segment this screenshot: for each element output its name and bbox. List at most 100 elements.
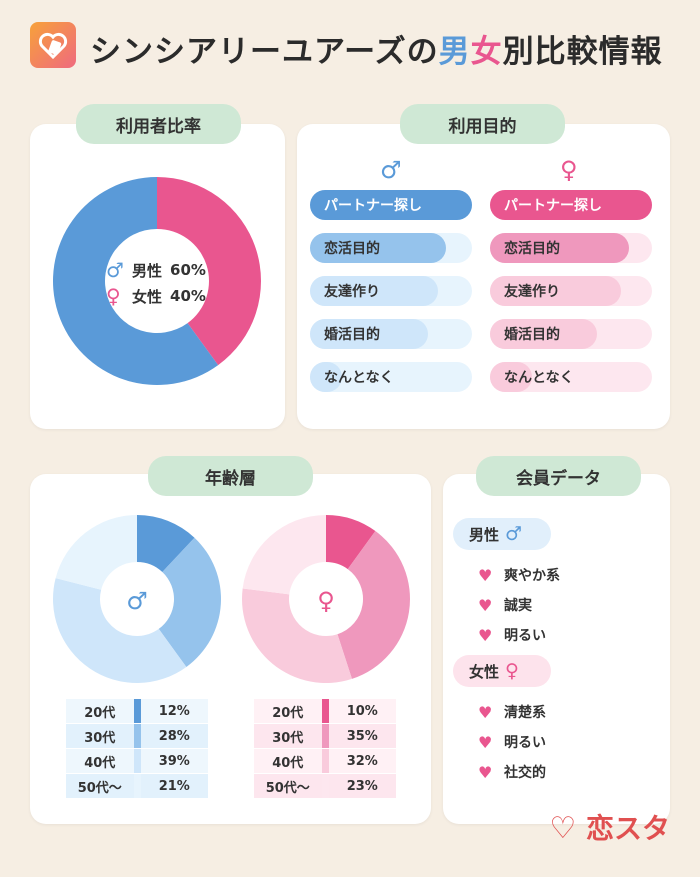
age-female-slice-40s bbox=[242, 588, 352, 683]
purpose-female-bar-label: 婚活目的 bbox=[504, 327, 560, 343]
legend-female: ♀ 女性 40% bbox=[106, 284, 206, 308]
purpose-female-bar-label: パートナー探し bbox=[504, 198, 602, 214]
ratio-legend: ♂ 男性 60% ♀ 女性 40% bbox=[106, 257, 226, 309]
purpose-male-bar-fill bbox=[310, 276, 438, 306]
legend-swatch bbox=[133, 699, 141, 723]
age-male-slice-30s bbox=[158, 537, 221, 667]
age-value: 23% bbox=[346, 778, 378, 794]
heart-icon: ♥ bbox=[478, 595, 493, 615]
age-label: 50代〜 bbox=[77, 780, 122, 796]
purpose-male-bar: なんとなく bbox=[310, 362, 472, 392]
age-female-slice-20s bbox=[326, 515, 376, 570]
heart-icon: ♥ bbox=[478, 625, 493, 645]
list-item: ♥ 清楚系 bbox=[478, 697, 658, 727]
purpose-female-bar: 友達作り bbox=[490, 276, 652, 306]
heart-icon: ♥ bbox=[478, 702, 493, 722]
age-label: 30代 bbox=[84, 730, 116, 746]
table-row: 20代 12% bbox=[66, 699, 208, 723]
list-item: ♥ 社交的 bbox=[478, 757, 658, 787]
brand-logo: ♡ 恋スタ bbox=[549, 811, 670, 846]
purpose-female-bar-label: 恋活目的 bbox=[504, 241, 560, 257]
purpose-male-bar-label: パートナー探し bbox=[324, 198, 422, 214]
purpose-male-bar-fill bbox=[310, 319, 429, 349]
ratio-slice-male bbox=[52, 177, 219, 385]
age-female-donut: ♀ bbox=[242, 515, 410, 683]
purpose-female-bar-fill bbox=[490, 362, 533, 392]
male-symbol-icon: ♂ bbox=[505, 523, 523, 545]
male-symbol-icon: ♂ bbox=[380, 156, 402, 184]
age-value: 28% bbox=[158, 728, 190, 744]
legend-swatch bbox=[321, 724, 329, 748]
ratio-slice-female bbox=[157, 177, 261, 366]
purpose-male-bar-label: 恋活目的 bbox=[324, 241, 380, 257]
app-logo bbox=[30, 22, 76, 68]
age-label: 20代 bbox=[272, 705, 304, 721]
female-symbol-icon: ♀ bbox=[317, 587, 335, 615]
purpose-male-bar-fill bbox=[310, 233, 447, 263]
purpose-male-bar: 友達作り bbox=[310, 276, 472, 306]
table-row: 40代 32% bbox=[254, 749, 396, 773]
legend-swatch bbox=[321, 774, 329, 798]
age-value: 12% bbox=[158, 703, 190, 719]
purpose-male-bars: パートナー探し 恋活目的友達作り婚活目的なんとなく bbox=[310, 190, 472, 392]
purpose-female-bar-label: 友達作り bbox=[504, 284, 560, 300]
members-female-head: 女性 ♀ bbox=[453, 655, 551, 687]
purpose-female-bar: 婚活目的 bbox=[490, 319, 652, 349]
purpose-female-bar: パートナー探し bbox=[490, 190, 652, 220]
female-symbol-icon: ♀ bbox=[106, 284, 121, 308]
list-item: ♥ 爽やか系 bbox=[478, 560, 658, 590]
list-item: ♥ 明るい bbox=[478, 620, 658, 650]
table-row: 50代〜 21% bbox=[66, 774, 208, 798]
purpose-male-bar-label: 婚活目的 bbox=[324, 327, 380, 343]
heart-icon: ♥ bbox=[478, 565, 493, 585]
heart-icon: ♥ bbox=[478, 732, 493, 752]
age-male-slice-40s bbox=[52, 578, 187, 683]
purpose-male-bar-fill bbox=[310, 190, 472, 220]
age-value: 32% bbox=[346, 753, 378, 769]
legend-swatch bbox=[321, 749, 329, 773]
age-male-donut: ♂ bbox=[52, 515, 221, 683]
table-row: 30代 28% bbox=[66, 724, 208, 748]
age-male-table: 20代 12% 30代 28% 40代 39% 50代〜 21% bbox=[66, 699, 208, 799]
male-symbol-icon: ♂ bbox=[126, 587, 148, 615]
member-trait: 清楚系 bbox=[504, 705, 546, 721]
purpose-male-bar-label: 友達作り bbox=[324, 284, 380, 300]
member-trait: 明るい bbox=[504, 628, 546, 644]
table-row: 40代 39% bbox=[66, 749, 208, 773]
member-trait: 爽やか系 bbox=[504, 568, 560, 584]
age-label: 30代 bbox=[272, 730, 304, 746]
member-trait: 社交的 bbox=[504, 765, 546, 781]
members-male-list: ♥ 爽やか系 ♥ 誠実 ♥ 明るい bbox=[478, 560, 658, 650]
page-title: シンシアリーユアーズの男女別比較情報 bbox=[90, 34, 663, 70]
male-symbol-icon: ♂ bbox=[106, 258, 124, 282]
purpose-female-bars: パートナー探し 恋活目的友達作り婚活目的なんとなく bbox=[490, 190, 652, 392]
purpose-female-bar-fill bbox=[490, 319, 597, 349]
age-label: 50代〜 bbox=[265, 780, 310, 796]
age-tag: 年齢層 bbox=[148, 456, 313, 496]
purpose-female-bar-fill bbox=[490, 276, 622, 306]
age-female-slice-30s bbox=[337, 531, 410, 679]
purpose-female-bar-fill bbox=[490, 190, 652, 220]
ratio-donut bbox=[52, 177, 261, 385]
legend-swatch bbox=[133, 724, 141, 748]
purpose-female-bar-fill bbox=[490, 233, 630, 263]
age-male-slice-20s bbox=[137, 515, 195, 573]
members-tag: 会員データ bbox=[476, 456, 641, 496]
age-male-slice-50s bbox=[55, 515, 137, 590]
purpose-female-bar: なんとなく bbox=[490, 362, 652, 392]
member-trait: 誠実 bbox=[504, 598, 532, 614]
legend-swatch bbox=[321, 699, 329, 723]
age-value: 39% bbox=[158, 753, 190, 769]
age-label: 20代 bbox=[84, 705, 116, 721]
age-value: 35% bbox=[346, 728, 378, 744]
list-item: ♥ 誠実 bbox=[478, 590, 658, 620]
age-value: 21% bbox=[158, 778, 190, 794]
purpose-male-bar-label: なんとなく bbox=[324, 370, 394, 386]
purpose-male-bar: 恋活目的 bbox=[310, 233, 472, 263]
purpose-tag: 利用目的 bbox=[400, 104, 565, 144]
age-female-slice-50s bbox=[242, 515, 326, 595]
table-row: 30代 35% bbox=[254, 724, 396, 748]
purpose-female-bar-label: なんとなく bbox=[504, 370, 574, 386]
female-symbol-icon: ♀ bbox=[505, 660, 519, 682]
age-value: 10% bbox=[346, 703, 378, 719]
